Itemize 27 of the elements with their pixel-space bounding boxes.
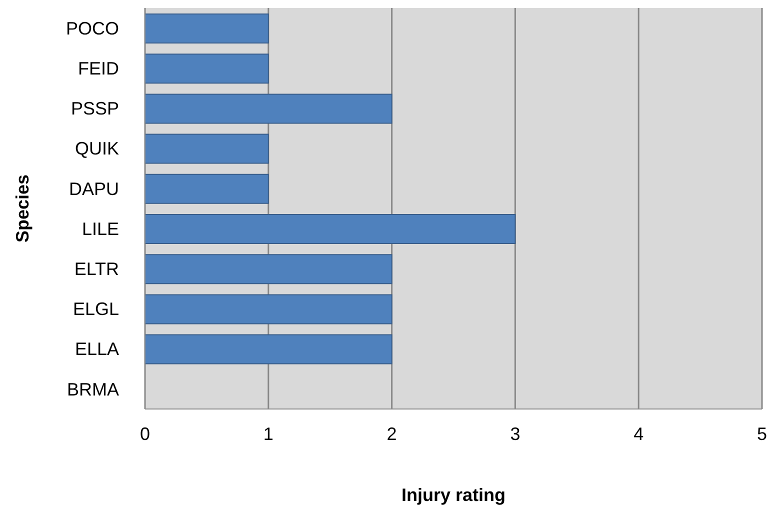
x-tick-label: 0: [140, 424, 150, 444]
x-tick-label: 5: [756, 424, 768, 444]
bar: [145, 214, 516, 244]
y-axis-title: Species: [12, 174, 32, 243]
bar: [145, 14, 269, 44]
y-tick-label: ELLA: [74, 339, 119, 360]
y-tick-label: ELGL: [72, 299, 119, 320]
x-axis-title: Injury rating: [401, 485, 506, 505]
y-tick-label: LILE: [82, 218, 119, 239]
y-tick-label: QUIK: [74, 138, 119, 159]
bar: [145, 254, 392, 284]
bar: [145, 134, 269, 164]
bar: [145, 54, 269, 84]
bar: [145, 294, 392, 324]
x-tick-label: 4: [634, 424, 644, 444]
y-tick-label: PSSP: [70, 98, 119, 119]
bar: [145, 174, 269, 204]
y-tick-label: DAPU: [68, 178, 119, 199]
bar: [145, 334, 392, 364]
y-tick-label: ELTR: [74, 259, 119, 280]
bar: [145, 94, 392, 124]
y-tick-label: POCO: [66, 18, 119, 38]
x-tick-label: 1: [263, 424, 274, 444]
x-tick-label: 3: [510, 424, 520, 444]
y-tick-label: BRMA: [66, 379, 119, 400]
y-tick-label: FEID: [78, 58, 119, 79]
x-tick-label: 2: [386, 424, 397, 444]
